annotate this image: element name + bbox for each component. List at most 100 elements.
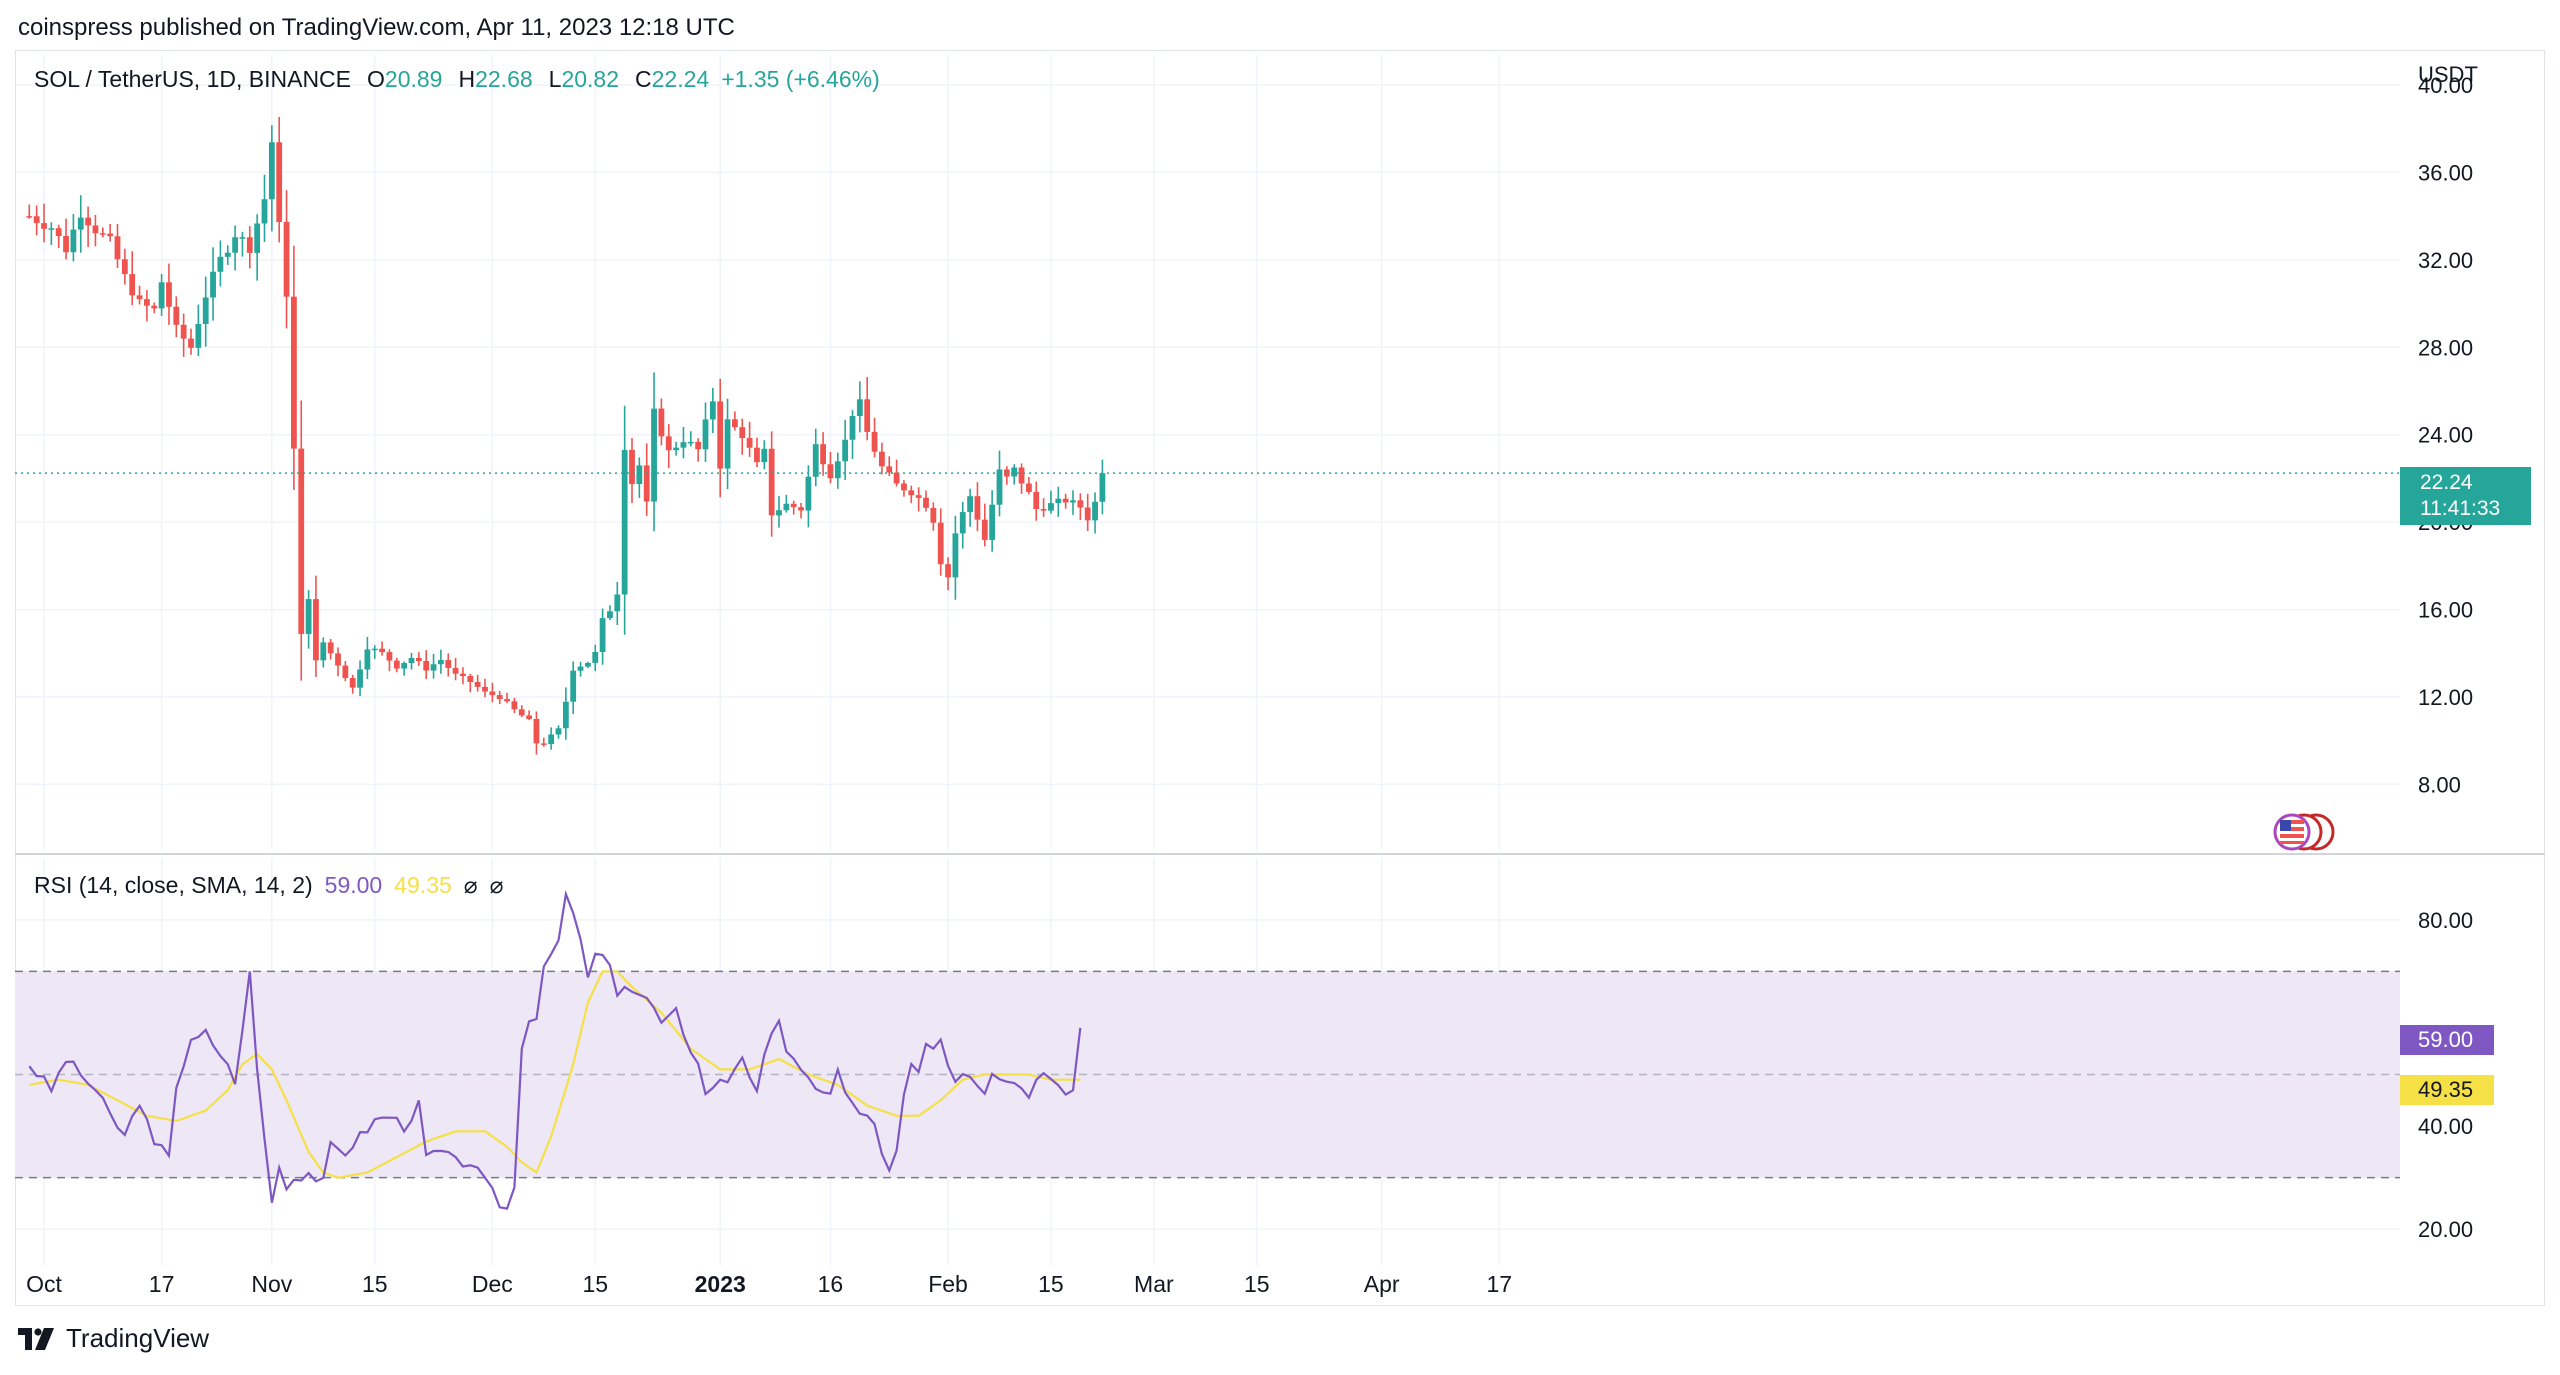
candle-body bbox=[107, 233, 114, 237]
candle-body bbox=[70, 229, 77, 253]
rsi-line bbox=[28, 889, 1082, 1210]
candle-body bbox=[621, 449, 628, 595]
candle-body bbox=[981, 519, 988, 540]
candle-body bbox=[709, 401, 716, 420]
candle-body bbox=[430, 664, 437, 671]
candle-body bbox=[313, 599, 319, 661]
candle-body bbox=[665, 436, 672, 451]
candle-body bbox=[511, 701, 518, 710]
price-tick-label: 24.00 bbox=[2418, 423, 2473, 448]
candle-body bbox=[996, 469, 1003, 505]
rsi-tick-label: 20.00 bbox=[2418, 1217, 2473, 1242]
candle-body bbox=[673, 447, 679, 451]
price-tick-label: 40.00 bbox=[2418, 73, 2473, 98]
tradingview-logo[interactable]: TradingView bbox=[18, 1323, 209, 1354]
candle-body bbox=[746, 438, 753, 448]
candle-body bbox=[783, 503, 790, 511]
hide-icon[interactable]: ⌀ bbox=[489, 872, 504, 898]
symbol-name: SOL / TetherUS, 1D, BINANCE bbox=[34, 66, 352, 92]
rsi-tick-label: 40.00 bbox=[2418, 1114, 2473, 1139]
symbol-legend: SOL / TetherUS, 1D, BINANCE O 20.89 H 22.6… bbox=[34, 66, 880, 93]
last-price-tag: 22.24 11:41:33 bbox=[2400, 467, 2531, 525]
time-tick-label: Dec bbox=[472, 1271, 513, 1297]
candle-body bbox=[1011, 467, 1018, 477]
axis-labels: 40.00 36.00 32.00 28.00 24.00 20.00 16.00 12.00… bbox=[2418, 73, 2473, 1242]
hide-icon[interactable]: ⌀ bbox=[463, 872, 478, 898]
price-axis-unit: USDT bbox=[2418, 62, 2478, 87]
candle-body bbox=[246, 237, 253, 253]
candle-body bbox=[827, 464, 834, 479]
candle-body bbox=[232, 237, 238, 253]
candle-body bbox=[834, 461, 841, 479]
candle-body bbox=[460, 673, 466, 677]
candle-body bbox=[180, 324, 187, 339]
high-label: H bbox=[458, 66, 476, 92]
candle-body bbox=[1033, 491, 1040, 510]
candle-body bbox=[158, 282, 165, 309]
candle-body bbox=[1099, 473, 1106, 502]
chart-frame bbox=[15, 50, 2545, 1306]
candle-body bbox=[1040, 509, 1047, 511]
candle-body bbox=[856, 399, 863, 417]
rsi-tick-label: 80.00 bbox=[2418, 908, 2473, 933]
candle-body bbox=[99, 233, 106, 235]
candle-body bbox=[63, 236, 69, 253]
rsi-label: RSI (14, close, SMA, 14, 2) bbox=[34, 872, 313, 898]
candle-body bbox=[129, 274, 136, 296]
candle-body bbox=[438, 660, 444, 665]
time-tick-label: 15 bbox=[582, 1271, 608, 1297]
candle-body bbox=[55, 228, 62, 237]
candle-body bbox=[379, 648, 385, 653]
candle-body bbox=[732, 419, 738, 428]
candle-body bbox=[136, 295, 143, 300]
candle-body bbox=[540, 743, 547, 745]
candle-body bbox=[144, 299, 150, 306]
candle-body bbox=[467, 676, 474, 682]
candle-body bbox=[842, 439, 849, 462]
candle-body bbox=[614, 594, 621, 612]
candle-body bbox=[945, 564, 951, 578]
rsi-legend: RSI (14, close, SMA, 14, 2) 59.00 49.35 … bbox=[34, 872, 504, 899]
candle-body bbox=[724, 419, 731, 469]
candle-body bbox=[335, 653, 341, 666]
candle-body bbox=[901, 483, 907, 491]
time-tick-label: 2023 bbox=[695, 1271, 746, 1297]
candle-body bbox=[1077, 500, 1084, 508]
candle-body bbox=[77, 217, 84, 230]
candle-body bbox=[739, 427, 746, 439]
tradingview-brand: TradingView bbox=[66, 1323, 210, 1353]
candle-body bbox=[820, 444, 826, 465]
candle-body bbox=[504, 699, 510, 702]
candle-body bbox=[923, 497, 929, 508]
candle-body bbox=[305, 599, 312, 634]
candle-body bbox=[570, 670, 577, 702]
change-value: +1.35 (+6.46%) bbox=[721, 66, 880, 92]
us-flag-icon[interactable] bbox=[2258, 810, 2338, 854]
candle-body bbox=[952, 533, 959, 578]
candle-body bbox=[607, 611, 613, 619]
candle-body bbox=[761, 448, 768, 463]
candle-body bbox=[151, 305, 158, 309]
candle-body bbox=[393, 660, 400, 669]
candle-body bbox=[754, 447, 760, 463]
candle-body bbox=[195, 323, 202, 348]
price-tick-label: 36.00 bbox=[2418, 160, 2473, 185]
candle-body bbox=[695, 441, 702, 450]
candle-body bbox=[342, 665, 349, 679]
rsi-legend-value: 59.00 bbox=[324, 872, 383, 898]
price-tick-label: 16.00 bbox=[2418, 598, 2473, 623]
candle-body bbox=[33, 216, 40, 224]
candle-body bbox=[1092, 501, 1098, 521]
close-label: C bbox=[635, 66, 652, 92]
candle-body bbox=[1055, 498, 1062, 504]
candle-body bbox=[702, 419, 709, 450]
candle-body bbox=[496, 695, 503, 700]
candle-body bbox=[320, 642, 327, 661]
high-value: 22.68 bbox=[475, 66, 533, 92]
candle-body bbox=[276, 142, 283, 222]
candle-body bbox=[680, 442, 687, 448]
candle-body bbox=[188, 338, 194, 348]
candle-body bbox=[930, 507, 937, 523]
time-tick-label: Oct bbox=[26, 1271, 62, 1297]
